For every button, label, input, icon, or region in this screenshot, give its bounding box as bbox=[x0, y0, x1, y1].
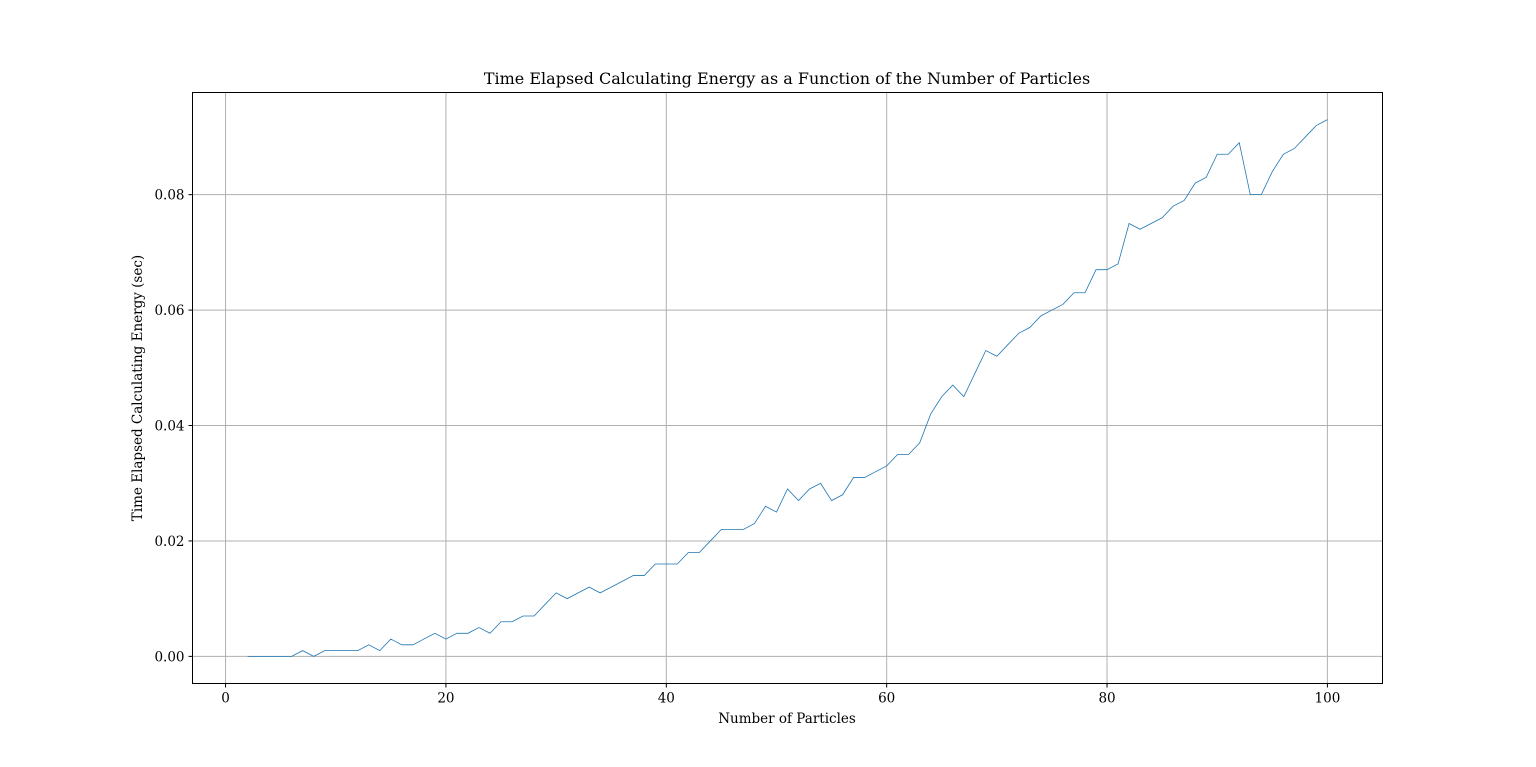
x-tick-label: 20 bbox=[437, 691, 454, 707]
series-layer bbox=[247, 119, 1328, 657]
y-tick-label: 0.02 bbox=[154, 534, 184, 550]
x-tick-label: 0 bbox=[221, 691, 230, 707]
chart-title: Time Elapsed Calculating Energy as a Fun… bbox=[484, 69, 1090, 88]
grid bbox=[192, 92, 1383, 684]
y-tick-label: 0.00 bbox=[154, 649, 184, 665]
y-axis-label: Time Elapsed Calculating Energy (sec) bbox=[130, 255, 146, 521]
series-line bbox=[247, 119, 1328, 657]
x-tick-label: 80 bbox=[1098, 691, 1115, 707]
y-tick-label: 0.04 bbox=[154, 419, 184, 435]
x-tick-label: 100 bbox=[1315, 691, 1341, 707]
y-tick-label: 0.08 bbox=[154, 188, 184, 204]
axis-ticks: 0 20 40 60 80 100 0.00 0.02 0.04 0.06 0.08 bbox=[154, 188, 1340, 707]
x-tick-label: 60 bbox=[878, 691, 895, 707]
x-tick-label: 40 bbox=[658, 691, 675, 707]
x-axis-label: Number of Particles bbox=[718, 711, 856, 727]
plot-frame bbox=[192, 92, 1383, 684]
y-tick-label: 0.06 bbox=[154, 303, 184, 319]
